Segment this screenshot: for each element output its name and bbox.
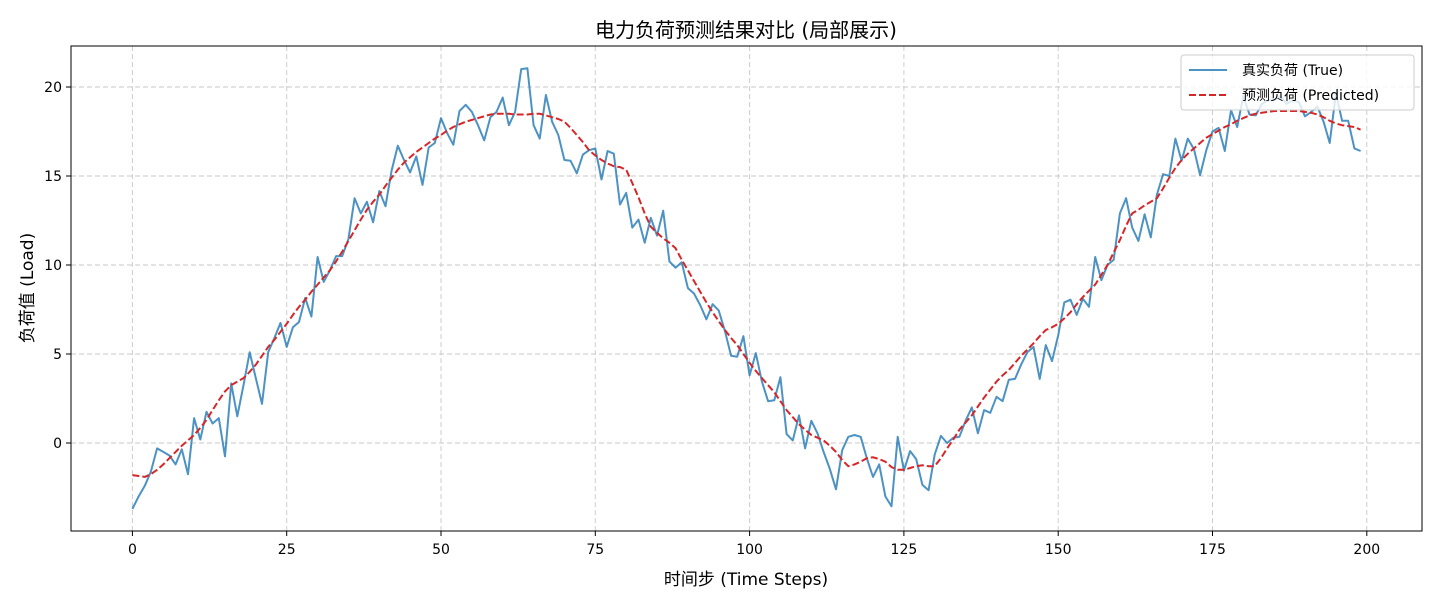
x-tick-label: 75 [586, 542, 604, 558]
x-tick-label: 150 [1045, 542, 1072, 558]
x-axis: 0 25 50 75 100 125 150 175 200 [128, 531, 1380, 558]
y-axis: 0 5 10 15 20 [44, 80, 71, 452]
x-tick-label: 125 [891, 542, 918, 558]
chart-title: 电力负荷预测结果对比 (局部展示) [595, 18, 897, 42]
y-tick-label: 15 [44, 169, 62, 185]
y-tick-label: 5 [53, 347, 62, 363]
x-tick-label: 100 [736, 542, 763, 558]
series-group [131, 67, 1361, 510]
x-tick-label: 25 [278, 542, 296, 558]
x-tick-label: 50 [432, 542, 450, 558]
predicted-load-line [132, 110, 1361, 478]
legend-label-true: 真实负荷 (True) [1242, 63, 1343, 79]
plot-frame [70, 45, 1423, 532]
grid [71, 46, 1422, 531]
x-tick-label: 0 [128, 542, 137, 558]
y-tick-label: 0 [53, 436, 62, 452]
legend: 真实负荷 (True) 预测负荷 (Predicted) [1180, 54, 1415, 111]
y-tick-label: 10 [44, 258, 62, 274]
legend-label-predicted: 预测负荷 (Predicted) [1242, 88, 1379, 104]
y-axis-label: 负荷值 (Load) [18, 233, 38, 343]
true-load-line [131, 67, 1361, 510]
x-tick-label: 200 [1353, 542, 1380, 558]
legend-box [1180, 54, 1415, 111]
x-axis-label: 时间步 (Time Steps) [664, 570, 828, 590]
y-tick-label: 20 [44, 80, 62, 96]
x-tick-label: 175 [1199, 542, 1226, 558]
